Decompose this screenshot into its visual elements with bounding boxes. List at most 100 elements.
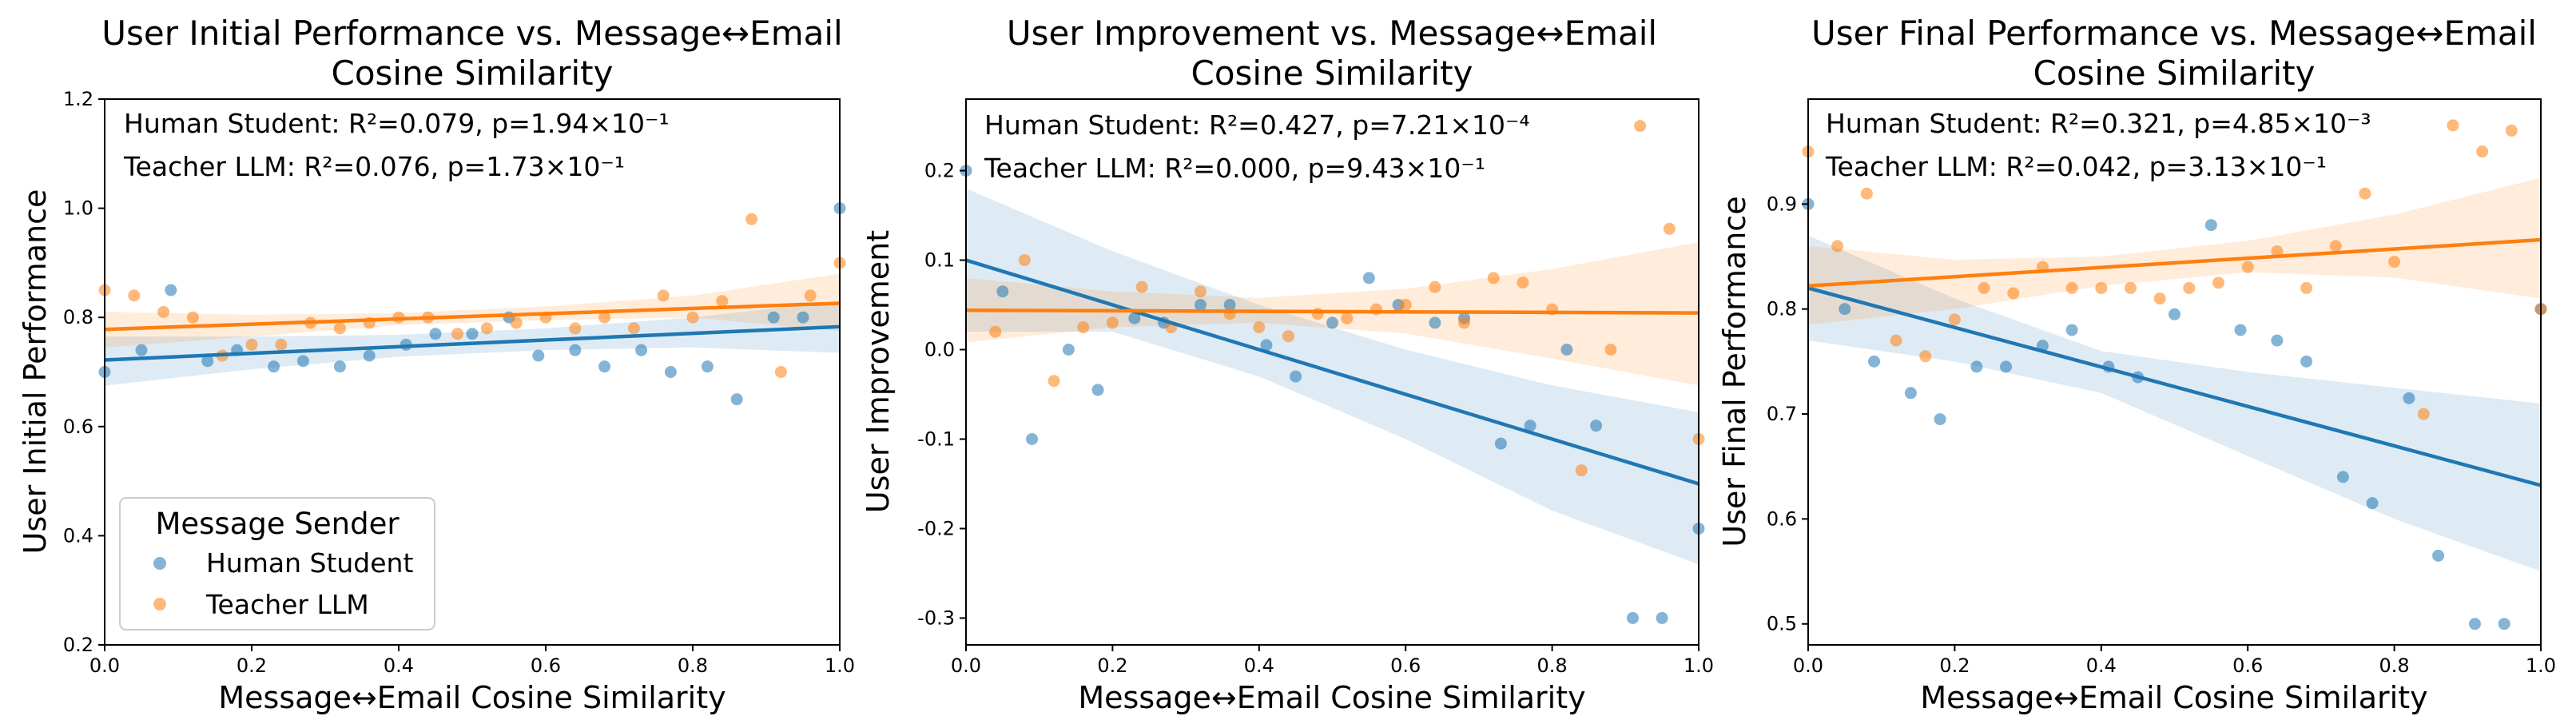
panel-2-plot-area: 0.0 0.2 0.4 0.6 0.8 1.0 -0.3 -0.2 -0.1 0.0 0.1 0.2 bbox=[917, 120, 1714, 677]
x-tick-label: 0.8 bbox=[2379, 654, 2410, 677]
scatter-point-human bbox=[2468, 618, 2481, 631]
legend: Message Sender Human Student Teacher LLM bbox=[119, 497, 435, 631]
x-tick-label: 1.0 bbox=[2526, 654, 2556, 677]
scatter-point-human bbox=[2204, 219, 2217, 232]
scatter-point-teacher bbox=[1517, 276, 1529, 289]
scatter-point-teacher bbox=[1978, 281, 1990, 294]
x-tick-label: 0.6 bbox=[531, 654, 561, 677]
scatter-point-human bbox=[1290, 370, 1302, 383]
panel-2-x-label: Message↔Email Cosine Similarity bbox=[1078, 680, 1585, 715]
scatter-point-teacher bbox=[2505, 124, 2518, 137]
panel-2-annotation-teacher: Teacher LLM: R²=0.000, p=9.43×10⁻¹ bbox=[984, 153, 1485, 184]
panel-1-annotation-teacher: Teacher LLM: R²=0.076, p=1.73×10⁻¹ bbox=[123, 151, 625, 182]
x-tick-label: 0.8 bbox=[678, 654, 708, 677]
y-tick-label: 0.8 bbox=[1767, 298, 1797, 320]
scatter-point-teacher bbox=[686, 311, 699, 324]
legend-box bbox=[119, 497, 435, 631]
scatter-point-teacher bbox=[745, 213, 758, 225]
panel-3-x-label: Message↔Email Cosine Similarity bbox=[1920, 680, 2427, 715]
panel-2-title-line-1: User Improvement vs. Message↔Email bbox=[1007, 14, 1657, 53]
panel-3-y-label: User Final Performance bbox=[1717, 196, 1752, 547]
scatter-point-teacher bbox=[1429, 280, 1441, 293]
panel-3-annotation-teacher: Teacher LLM: R²=0.042, p=3.13×10⁻¹ bbox=[1825, 151, 2327, 182]
x-tick-label: 0.6 bbox=[2232, 654, 2263, 677]
ci-band-human bbox=[966, 188, 1699, 565]
scatter-point-human bbox=[1839, 303, 1851, 316]
panel-1-x-label: Message↔Email Cosine Similarity bbox=[218, 680, 725, 715]
y-tick-label: 1.0 bbox=[63, 197, 93, 220]
scatter-point-teacher bbox=[1831, 240, 1844, 253]
scatter-point-teacher bbox=[1106, 316, 1119, 329]
panel-3-title-line-2: Cosine Similarity bbox=[2033, 54, 2316, 93]
x-tick-label: 0.4 bbox=[1244, 654, 1274, 677]
panel-1-title-line-1: User Initial Performance vs. Message↔Ema… bbox=[101, 14, 842, 53]
scatter-point-human bbox=[466, 328, 479, 340]
scatter-point-human bbox=[2065, 324, 2078, 336]
legend-label-teacher: Teacher LLM bbox=[205, 589, 369, 620]
scatter-point-teacher bbox=[2007, 287, 2020, 300]
scatter-point-teacher bbox=[275, 338, 288, 351]
scatter-point-human bbox=[2271, 334, 2284, 347]
scatter-point-teacher bbox=[2417, 408, 2430, 420]
scatter-point-teacher bbox=[804, 289, 817, 302]
x-tick-label: 1.0 bbox=[1684, 654, 1714, 677]
ci-band-teacher bbox=[966, 242, 1699, 386]
scatter-point-teacher bbox=[2388, 256, 2401, 269]
scatter-point-human bbox=[2169, 308, 2180, 320]
regression-line-human bbox=[1807, 286, 2542, 487]
x-tick-label: 0.0 bbox=[951, 654, 981, 677]
ci-band-teacher bbox=[1808, 177, 2541, 325]
scatter-point-human bbox=[268, 360, 280, 373]
scatter-point-human bbox=[1326, 316, 1338, 329]
y-tick-label: 0.6 bbox=[1767, 507, 1797, 530]
scatter-point-teacher bbox=[774, 366, 787, 378]
scatter-point-human bbox=[2498, 618, 2510, 631]
x-tick-label: 0.2 bbox=[237, 654, 267, 677]
scatter-point-human bbox=[996, 285, 1009, 298]
x-tick-label: 1.0 bbox=[825, 654, 855, 677]
regression-line-human bbox=[965, 258, 1699, 486]
scatter-point-teacher bbox=[598, 311, 611, 324]
scatter-point-teacher bbox=[1663, 222, 1676, 235]
scatter-point-human bbox=[1590, 420, 1603, 432]
scatter-point-human bbox=[1128, 312, 1141, 324]
regression-line-human bbox=[104, 324, 841, 362]
y-tick-label: 0.4 bbox=[63, 524, 93, 547]
scatter-point-teacher bbox=[1634, 120, 1647, 133]
scatter-point-teacher bbox=[451, 328, 464, 340]
y-tick-label: 1.2 bbox=[63, 88, 93, 110]
scatter-point-teacher bbox=[1018, 254, 1031, 267]
scatter-point-teacher bbox=[2241, 261, 2254, 273]
x-tick-label: 0.4 bbox=[384, 654, 414, 677]
panel-1-title-line-2: Cosine Similarity bbox=[332, 54, 614, 93]
scatter-point-teacher bbox=[2124, 281, 2137, 294]
scatter-point-teacher bbox=[157, 305, 170, 318]
y-tick-label: -0.3 bbox=[917, 607, 955, 629]
scatter-point-teacher bbox=[1487, 272, 1500, 284]
scatter-point-human bbox=[296, 355, 309, 368]
scatter-point-teacher bbox=[128, 289, 141, 302]
scatter-point-teacher bbox=[627, 322, 640, 335]
panel-3-axes-frame bbox=[1807, 98, 2542, 646]
x-tick-label: 0.0 bbox=[1793, 654, 1823, 677]
y-tick-label: 0.2 bbox=[924, 160, 955, 182]
scatter-point-human bbox=[363, 349, 376, 362]
scatter-point-teacher bbox=[2329, 240, 2342, 253]
legend-title: Message Sender bbox=[155, 507, 400, 541]
scatter-point-human bbox=[165, 284, 177, 296]
scatter-point-teacher bbox=[1948, 313, 1961, 326]
scatter-point-human bbox=[429, 328, 442, 340]
x-tick-label: 0.8 bbox=[1537, 654, 1568, 677]
panel-initial-performance: User Initial Performance vs. Message↔Ema… bbox=[18, 14, 855, 715]
panel-3-title-line-1: User Final Performance vs. Message↔Email bbox=[1811, 14, 2537, 53]
scatter-point-human bbox=[532, 349, 545, 362]
scatter-point-human bbox=[701, 360, 714, 373]
scatter-point-teacher bbox=[1311, 308, 1324, 320]
scatter-point-human bbox=[1560, 344, 1573, 356]
scatter-point-teacher bbox=[1604, 344, 1617, 356]
panel-3-annotation-human: Human Student: R²=0.321, p=4.85×10⁻³ bbox=[1826, 108, 2371, 139]
regression-line-teacher bbox=[965, 308, 1699, 315]
scatter-point-teacher bbox=[1890, 334, 1902, 347]
scatter-point-teacher bbox=[480, 322, 493, 335]
